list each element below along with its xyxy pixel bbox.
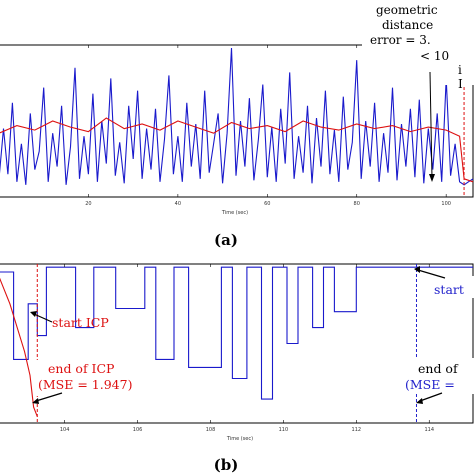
panel-a-series-red-line <box>0 117 474 183</box>
panel-b-caption: (b) <box>214 456 239 474</box>
end-icp-arrowhead <box>32 398 39 404</box>
panel-b-x-tick-label: 114 <box>424 427 434 433</box>
panel-b-x-tick-label: 112 <box>352 427 362 433</box>
annotation-arrowhead <box>429 174 435 182</box>
panel-a-caption: (a) <box>214 231 238 249</box>
end-icp-label-1: end of ICP <box>48 361 114 376</box>
annotation-line-4: < 10 <box>420 49 449 63</box>
end-icp-arrow <box>35 392 63 402</box>
panel-a-annotation-bg <box>362 0 474 85</box>
panel-b-x-tick-label: 110 <box>279 427 289 433</box>
panel-a-x-tick-label: 40 <box>175 201 181 207</box>
panel-b-series-group <box>0 264 473 423</box>
panel-b-ticks: 104 106 108 110 112 114 <box>60 264 434 433</box>
panel-a: 20 40 60 80 100 Time (sec) geometric distanc… <box>0 0 474 249</box>
panel-a-xlabel: Time (sec) <box>221 210 248 216</box>
panel-a-series-blue-line <box>0 47 474 186</box>
right-end-label-2: (MSE = <box>405 377 455 392</box>
panel-b-x-tick-label: 104 <box>60 427 70 433</box>
right-start-bg <box>425 276 474 298</box>
right-end-bg <box>400 358 474 394</box>
annotation-cut-2: I <box>458 77 463 91</box>
panel-a-x-tick-label: 80 <box>354 201 360 207</box>
panel-b-xlabel: Time (sec) <box>226 436 253 442</box>
annotation-line-3: error = 3. <box>370 33 431 47</box>
start-icp-arrowhead <box>30 311 37 317</box>
annotation-arrow <box>429 71 433 179</box>
right-start-label: start <box>434 282 464 297</box>
start-icp-label: start ICP <box>52 315 109 330</box>
panel-a-x-tick-label: 100 <box>441 201 451 207</box>
panel-b-series-red-line <box>0 277 38 417</box>
right-end-arrowhead <box>416 398 423 404</box>
end-icp-label-2: (MSE = 1.947) <box>38 377 132 392</box>
annotation-line-2: distance <box>382 18 433 32</box>
panel-a-frame <box>0 44 474 198</box>
right-start-arrow <box>417 269 446 279</box>
panel-b-x-tick-label: 106 <box>133 427 143 433</box>
start-icp-arrow <box>33 313 53 323</box>
panel-b: 104 106 108 110 112 114 Time (sec) start ICP … <box>0 263 474 474</box>
right-end-label-1: end of <box>418 361 459 376</box>
panel-b-x-tick-label: 108 <box>206 427 216 433</box>
panel-a-x-tick-label: 20 <box>85 201 91 207</box>
annotation-cut-1: i <box>458 63 462 77</box>
panel-a-x-tick-label: 60 <box>264 201 270 207</box>
end-icp-bg <box>36 360 162 396</box>
panel-b-frame <box>0 263 474 424</box>
annotation-line-1: geometric <box>376 3 438 17</box>
right-start-arrowhead <box>414 266 420 273</box>
panel-b-series-blue-line <box>0 266 473 400</box>
panel-a-ticks: 20 40 60 80 100 <box>85 45 451 207</box>
right-end-arrow <box>419 392 443 402</box>
